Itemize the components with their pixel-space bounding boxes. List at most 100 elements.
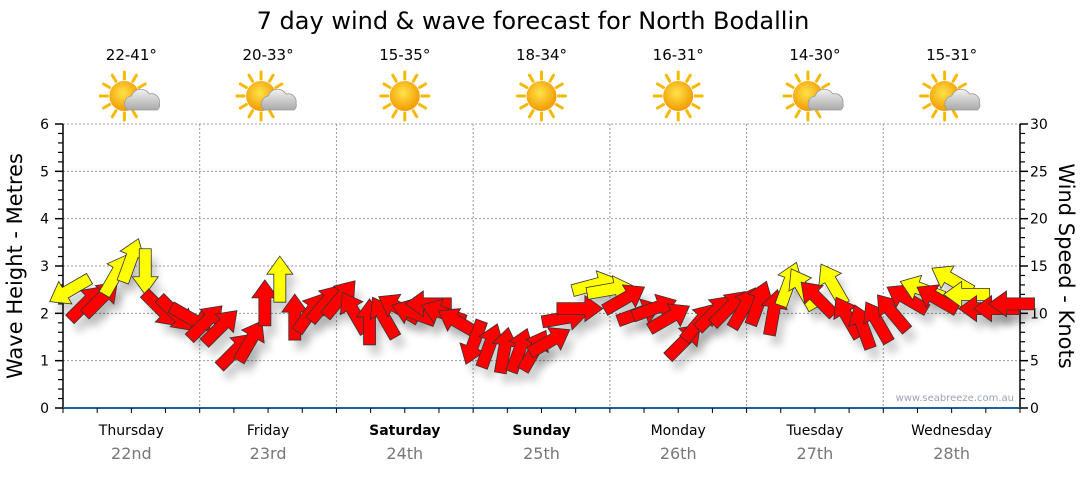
sun-ray	[685, 73, 692, 83]
sun-ray	[931, 73, 938, 83]
wind-arrow	[601, 284, 646, 316]
sun-ray	[418, 82, 428, 89]
sun-ray	[664, 73, 672, 83]
cloud	[124, 88, 161, 111]
sun-ray	[391, 109, 398, 119]
sun-ray	[382, 82, 392, 89]
day-label: Tuesday	[785, 423, 843, 439]
sun-ray	[554, 103, 564, 110]
y-tick-left-label: 5	[40, 164, 49, 180]
watermark: www.seabreeze.com.au	[896, 393, 1014, 404]
sun-ray	[951, 73, 959, 83]
sun-ray	[691, 103, 701, 110]
sun-ray	[418, 103, 428, 110]
sun-ray	[274, 82, 284, 89]
sun-ray	[814, 73, 822, 83]
sun-ray	[548, 109, 555, 119]
sun-ray	[548, 73, 555, 83]
sun-ray	[655, 82, 665, 89]
y-tick-right-label: 5	[1030, 354, 1039, 370]
sun-ray	[951, 109, 959, 119]
y-tick-left-label: 3	[40, 259, 49, 275]
wind-arrow	[987, 290, 1035, 318]
sun-ray	[131, 73, 138, 83]
sun-ray	[268, 73, 275, 83]
temperature-range: 22-41°	[106, 46, 157, 64]
sun-ray	[137, 82, 147, 89]
y-tick-left-label: 6	[40, 117, 49, 133]
y-tick-left-label: 4	[40, 212, 49, 228]
sun-cloud-icon	[782, 70, 844, 122]
y-tick-right-label: 30	[1030, 117, 1048, 133]
date-label: 25th	[523, 444, 560, 463]
temperature-range: 15-31°	[926, 46, 977, 64]
wind-arrow	[916, 284, 961, 316]
y-tick-right-label: 15	[1030, 259, 1048, 275]
y-tick-right-label: 20	[1030, 212, 1048, 228]
sun-icon	[379, 70, 431, 122]
sun-ray	[785, 103, 795, 110]
sun-ray	[794, 109, 801, 119]
sun-ray	[528, 109, 535, 119]
y-tick-left-label: 1	[40, 354, 49, 370]
wind-arrow	[646, 303, 690, 335]
sun-cloud-icon	[919, 70, 981, 122]
wind-arrows	[49, 238, 1035, 375]
y-axis-left-label: Wave Height - Metres	[3, 153, 27, 379]
sun-ray	[519, 103, 529, 110]
sun-ray	[554, 82, 564, 89]
cloud	[260, 88, 297, 111]
sun-ray	[110, 73, 118, 83]
date-label: 27th	[797, 444, 834, 463]
sun-ray	[814, 109, 822, 119]
wind-arrow-shadow	[532, 337, 576, 368]
sun-cloud-icon	[235, 70, 297, 122]
wind-arrow	[233, 320, 265, 365]
sun-cloud-icon	[98, 70, 161, 122]
sun-ray	[664, 109, 672, 119]
sun-disc	[663, 81, 694, 111]
sun-ray	[411, 109, 419, 119]
sun-ray	[247, 109, 255, 119]
temperature-range: 18-34°	[516, 46, 567, 64]
sun-icon	[516, 70, 567, 122]
cloud	[944, 88, 981, 111]
y-tick-left-label: 2	[40, 306, 49, 322]
sun-ray	[931, 109, 938, 119]
sun-ray	[131, 109, 138, 119]
day-forecast-header: 22-41° 20-33° 15-35° 18-34° 16-31° 14-30° 15-3…	[98, 46, 981, 122]
sun-ray	[238, 82, 248, 89]
wind-arrow	[266, 255, 294, 303]
y-tick-right-label: 0	[1030, 401, 1039, 417]
sun-ray	[691, 82, 701, 89]
day-label: Friday	[247, 423, 289, 439]
day-label: Thursday	[98, 423, 164, 439]
y-tick-right-label: 25	[1030, 164, 1048, 180]
sun-ray	[391, 73, 398, 83]
sun-ray	[519, 82, 529, 89]
axes: 0123456051015202530Thursday22ndFriday23r…	[40, 117, 1048, 463]
sun-disc	[526, 81, 557, 111]
sun-ray	[247, 73, 255, 83]
wind-arrow-shadow	[652, 313, 696, 345]
sun-ray	[922, 103, 932, 110]
date-label: 22nd	[111, 444, 152, 463]
sun-ray	[102, 103, 112, 110]
day-label: Saturday	[369, 423, 440, 439]
temperature-range: 16-31°	[653, 46, 704, 64]
day-label: Monday	[651, 423, 706, 439]
sun-ray	[110, 109, 118, 119]
wind-arrow	[556, 294, 604, 323]
wind-arrow	[526, 326, 571, 359]
wind-arrow	[49, 272, 94, 305]
temperature-range: 15-35°	[379, 46, 430, 64]
day-label: Wednesday	[911, 423, 992, 439]
sun-ray	[411, 73, 419, 83]
temperature-range: 14-30°	[789, 46, 840, 64]
sun-ray	[922, 82, 932, 89]
day-label: Sunday	[512, 423, 570, 439]
date-label: 23rd	[250, 444, 287, 463]
date-label: 26th	[660, 444, 697, 463]
temperature-range: 20-33°	[243, 46, 294, 64]
sun-ray	[794, 73, 801, 83]
